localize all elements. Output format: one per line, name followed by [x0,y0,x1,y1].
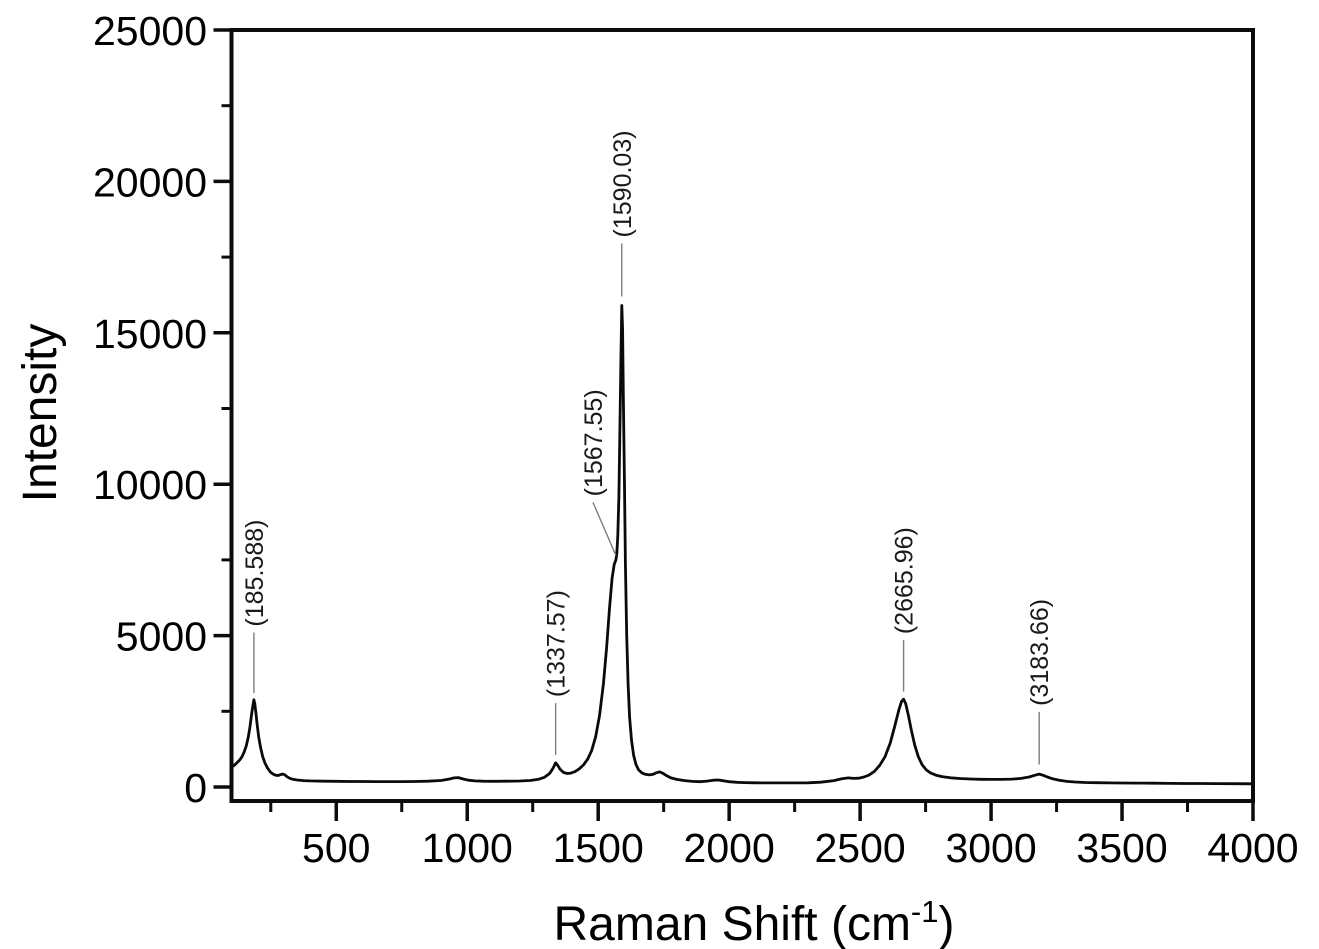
y-tick-label: 25000 [93,8,207,54]
x-tick-label: 4000 [1207,825,1298,871]
x-tick-label: 3500 [1076,825,1167,871]
peak-label: (1567.55) [580,389,608,496]
y-tick-label: 15000 [93,311,207,357]
peak-label: (2665.96) [891,527,919,634]
x-tick-label: 2500 [815,825,906,871]
plot-generated-content: 500 1000 1500 2000 2500 3000 3500 4000 0 5000 1000… [93,8,1299,871]
x-tick-label: 1000 [422,825,513,871]
x-axis-title: Raman Shift (cm-1) [554,894,955,949]
y-tick-label: 0 [184,765,207,811]
x-tick-label: 1500 [553,825,644,871]
x-axis-title-base: Raman Shift (cm [554,898,911,949]
peak-label: (185.588) [241,520,269,627]
y-tick-label: 10000 [93,462,207,508]
x-axis-title-close: ) [939,898,955,949]
y-tick-label: 20000 [93,159,207,205]
plot-frame [229,28,1255,803]
x-tick-label: 3000 [945,825,1036,871]
y-axis-title: Intensity [14,324,67,503]
spectrum-curve [230,304,1255,786]
x-tick-label: 500 [302,825,370,871]
x-tick-label: 2000 [684,825,775,871]
peak-leader-line [592,502,617,556]
x-axis-title-superscript: -1 [911,894,939,929]
peak-label: (1337.57) [543,590,571,697]
peak-label: (1590.03) [609,130,637,237]
y-tick-label: 5000 [116,614,207,660]
peak-label: (3183.66) [1026,599,1054,706]
